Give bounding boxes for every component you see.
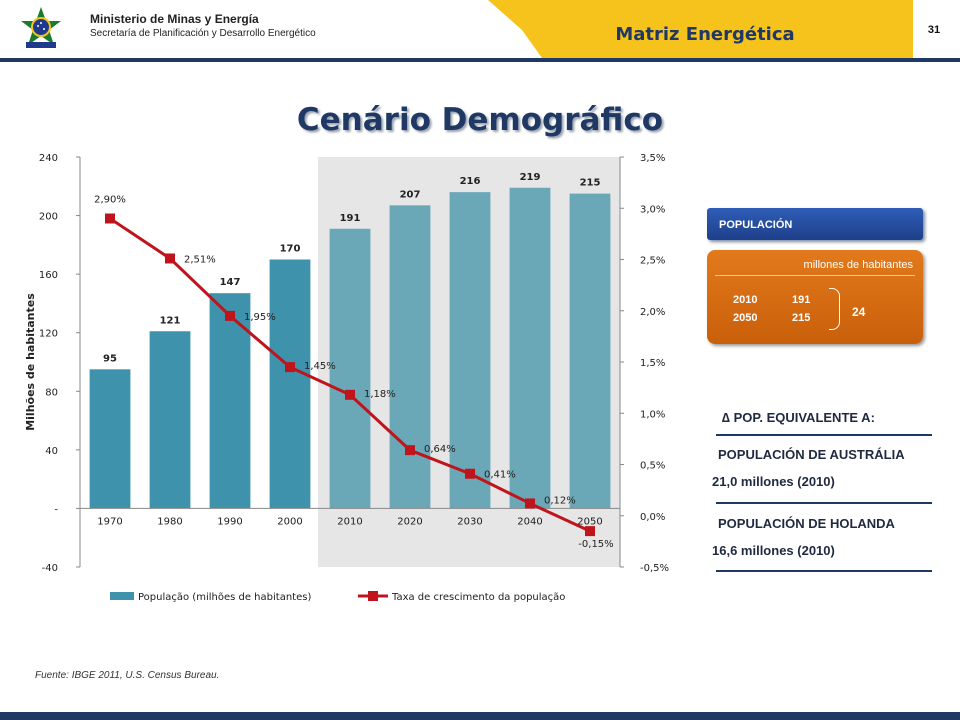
growth-rate-point: [285, 362, 295, 373]
secretary-name: Secretaría de Planificación y Desarrollo…: [90, 28, 316, 39]
bar-value-label: 147: [220, 277, 241, 288]
page-number: 31: [927, 24, 941, 36]
brace-icon: [829, 288, 840, 330]
y-tick-label: 120: [39, 329, 58, 340]
year-2050: 2050: [733, 312, 758, 324]
population-summary-box: millones de habitantes 2010 191 2050 215…: [707, 250, 923, 344]
growth-rate-label: 0,12%: [544, 495, 576, 506]
x-tick-label: 2000: [277, 516, 302, 527]
x-tick-label: 2010: [337, 516, 362, 527]
value-2050: 215: [792, 312, 811, 324]
growth-rate-label: 2,90%: [94, 195, 126, 206]
value-2010: 191: [792, 294, 811, 306]
bar-value-label: 170: [280, 244, 301, 255]
ministry-name: Ministerio de Minas y Energía: [90, 12, 259, 26]
bar: [569, 193, 611, 509]
y-tick-label: 40: [45, 446, 58, 457]
bar: [209, 293, 251, 509]
y2-tick-label: 3,5%: [640, 153, 665, 164]
divider-1: [716, 434, 932, 436]
bar-value-label: 121: [160, 315, 181, 326]
summary-divider: [715, 275, 915, 276]
australia-value: 21,0 millones (2010): [712, 474, 835, 489]
bar-value-label: 219: [520, 172, 541, 183]
growth-rate-point: [345, 389, 355, 400]
population-label: POPULACIÓN: [707, 208, 923, 240]
coat-of-arms-icon: [21, 7, 61, 48]
australia-heading: POPULACIÓN DE AUSTRÁLIA: [718, 447, 905, 462]
header-banner: [488, 0, 960, 58]
growth-rate-label: 1,18%: [364, 389, 396, 400]
x-tick-label: 2020: [397, 516, 422, 527]
y2-tick-label: 3,0%: [640, 204, 665, 215]
legend-bar-label: População (milhões de habitantes): [138, 592, 311, 603]
bar-value-label: 207: [400, 189, 421, 200]
holland-heading: POPULACIÓN DE HOLANDA: [718, 516, 895, 531]
growth-rate-label: 1,95%: [244, 312, 276, 323]
page-title: Cenário Demográfico: [296, 102, 664, 138]
demographic-chart: -40-4080120160200240-0,5%0,0%0,5%1,0%1,5…: [24, 153, 669, 603]
bar-value-label: 191: [340, 213, 361, 224]
y2-tick-label: 1,5%: [640, 358, 665, 369]
legend-line-label: Taxa de crescimento da população: [391, 592, 565, 603]
growth-rate-point: [225, 310, 235, 321]
y-tick-label: -40: [42, 563, 58, 574]
header: Ministerio de Minas y Energía Secretaría…: [0, 0, 960, 62]
y2-tick-label: 2,5%: [640, 256, 665, 267]
legend-line-marker: [368, 591, 378, 601]
y-tick-label: -: [54, 504, 58, 515]
growth-rate-point: [465, 468, 475, 479]
footer-bar: [0, 712, 960, 720]
growth-rate-point: [585, 526, 595, 537]
x-tick-label: 2040: [517, 516, 542, 527]
y-tick-label: 240: [39, 153, 58, 164]
bar: [269, 259, 311, 509]
x-tick-label: 1970: [97, 516, 122, 527]
legend-bar-swatch: [110, 592, 134, 600]
equivalent-heading: ∆ POP. EQUIVALENTE A:: [722, 410, 875, 425]
bar: [89, 369, 131, 509]
bar: [329, 228, 371, 509]
growth-rate-label: 2,51%: [184, 254, 216, 265]
population-label-text: POPULACIÓN: [719, 219, 793, 231]
population-difference: 24: [852, 305, 866, 319]
year-2010: 2010: [733, 294, 758, 306]
holland-value: 16,6 millones (2010): [712, 543, 835, 558]
divider-3: [716, 570, 932, 572]
bar-value-label: 215: [580, 178, 601, 189]
y2-tick-label: -0,5%: [640, 563, 669, 574]
y2-tick-label: 0,5%: [640, 461, 665, 472]
growth-rate-point: [405, 445, 415, 456]
growth-rate-point: [165, 253, 175, 264]
header-divider: [0, 58, 960, 62]
y-tick-label: 160: [39, 270, 58, 281]
x-tick-label: 1990: [217, 516, 242, 527]
divider-2: [716, 502, 932, 504]
bar-value-label: 216: [460, 176, 481, 187]
y-tick-label: 80: [45, 387, 58, 398]
growth-rate-label: -0,15%: [578, 539, 613, 550]
y-axis-title: Milhões de habitantes: [24, 293, 37, 431]
unit-label: millones de habitantes: [803, 259, 913, 271]
section-title: Matriz Energética: [615, 24, 795, 45]
y-tick-label: 200: [39, 212, 58, 223]
growth-rate-point: [105, 213, 115, 224]
bar: [149, 331, 191, 509]
growth-rate-label: 0,64%: [424, 444, 456, 455]
bar: [389, 205, 431, 509]
growth-rate-label: 1,45%: [304, 361, 336, 372]
bar-value-label: 95: [103, 353, 117, 364]
growth-rate-point: [525, 498, 535, 509]
bar: [509, 187, 551, 509]
y2-tick-label: 2,0%: [640, 307, 665, 318]
y2-tick-label: 1,0%: [640, 409, 665, 420]
y2-tick-label: 0,0%: [640, 512, 665, 523]
x-tick-label: 2050: [577, 516, 602, 527]
source-footnote: Fuente: IBGE 2011, U.S. Census Bureau.: [35, 670, 220, 681]
x-tick-label: 1980: [157, 516, 182, 527]
x-tick-label: 2030: [457, 516, 482, 527]
growth-rate-label: 0,41%: [484, 470, 516, 481]
bar: [449, 192, 491, 509]
